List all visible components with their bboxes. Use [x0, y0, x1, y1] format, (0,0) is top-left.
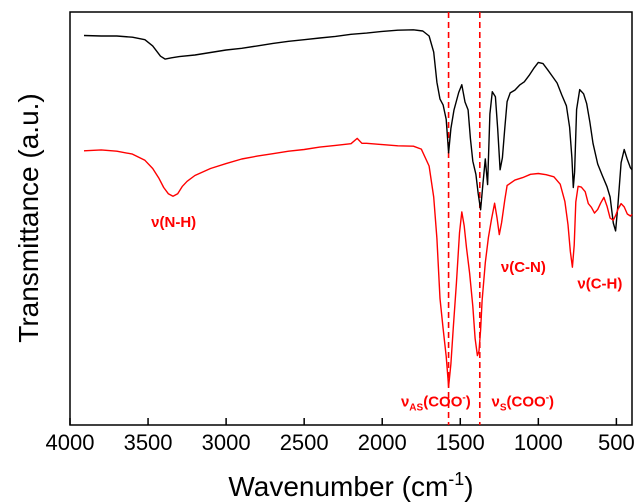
- x-tick-label-2: 3000: [202, 430, 251, 455]
- annotation-1: ν(C-N): [501, 259, 546, 276]
- x-tick-label-6: 1000: [514, 430, 563, 455]
- series-line-1: [83, 137, 633, 388]
- annotation-0: ν(N-H): [151, 214, 196, 231]
- x-tick-label-5: 1500: [436, 430, 485, 455]
- annotation-coo-1: νS(COO-): [492, 392, 555, 413]
- annotation-coo-0: νAS(COO-): [401, 392, 471, 413]
- y-axis-title: Transmittance (a.u.): [13, 93, 44, 342]
- series-group: [83, 29, 633, 388]
- x-tick-label-1: 3500: [124, 430, 173, 455]
- x-tick-label-0: 4000: [46, 430, 95, 455]
- annotation-2: ν(C-H): [577, 276, 622, 293]
- annotations: ν(N-H) ν(C-N) ν(C-H) νAS(COO-) νS(COO-): [151, 214, 622, 414]
- x-axis-title: Wavenumber (cm-1): [228, 469, 473, 502]
- x-axis-ticks: 4000 3500 3000 2500 2000 1500 1000 500: [46, 418, 635, 455]
- x-tick-label-7: 500: [598, 430, 635, 455]
- plot-frame: [69, 11, 633, 426]
- series-line-0: [83, 29, 633, 232]
- x-tick-label-3: 2500: [280, 430, 329, 455]
- x-tick-label-4: 2000: [358, 430, 407, 455]
- reference-lines: [447, 12, 481, 425]
